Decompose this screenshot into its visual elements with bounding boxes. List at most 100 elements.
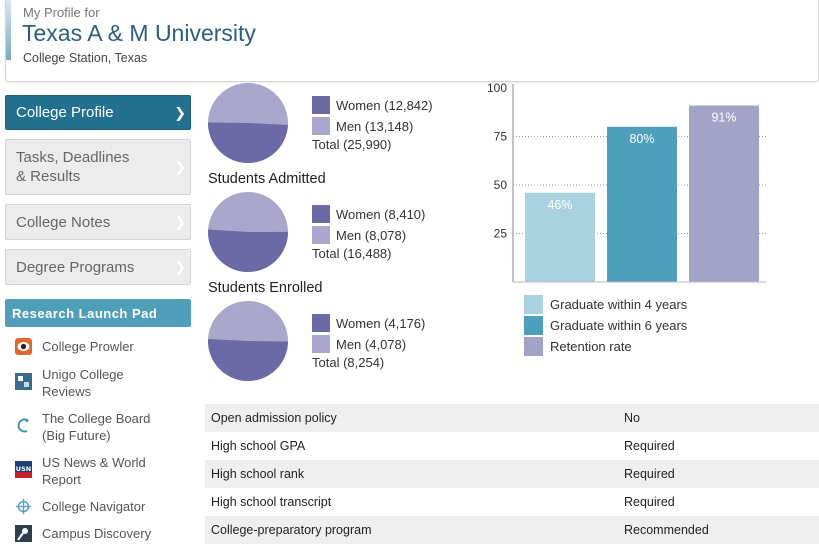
legend-retention-label: Retention rate	[550, 339, 632, 354]
chevron-right-icon: ❯	[174, 104, 186, 120]
link-college-prowler[interactable]: College Prowler	[15, 338, 195, 355]
swatch-women	[312, 96, 330, 114]
bar	[525, 192, 595, 282]
research-launch-pad-header: Research Launch Pad	[5, 299, 191, 327]
prowler-icon	[15, 338, 32, 355]
total-label: Total (8,254)	[312, 355, 385, 370]
chart-bars: 46% 80% 91%	[525, 105, 759, 283]
unigo-icon	[15, 373, 32, 390]
tab-tasks-deadlines-results[interactable]: Tasks, Deadlines & Results ❯	[5, 139, 191, 195]
tab-degree-programs[interactable]: Degree Programs ❯	[5, 249, 191, 285]
chart-y-ticks: 100 75 50 25	[487, 81, 507, 241]
resource-label: US News & World Report	[42, 455, 146, 487]
legend-grad4: Graduate within 4 years	[524, 295, 687, 314]
campus-discovery-icon	[15, 525, 32, 542]
swatch-women	[312, 205, 330, 223]
requirement-value: Recommended	[617, 516, 819, 544]
pie-slice-women	[208, 229, 288, 273]
legend-men: Men (8,078)	[312, 226, 406, 244]
swatch-grad6	[524, 316, 543, 335]
admission-requirements-table: Open admission policy No High school GPA…	[205, 404, 819, 544]
table-row: High school GPA Required	[205, 432, 819, 460]
bar	[607, 126, 677, 282]
graduation-retention-chart: 100 75 50 25 46% 80% 91%	[487, 81, 766, 283]
y-tick-label: 75	[494, 130, 508, 144]
resource-label: College Prowler	[42, 339, 134, 354]
tab-label: College Profile	[16, 104, 114, 121]
legend-women: Women (12,842)	[312, 96, 433, 114]
resource-label: College Navigator	[42, 499, 146, 514]
legend-women-label: Women (12,842)	[336, 97, 433, 113]
table-row: High school transcript Required	[205, 488, 819, 516]
table-row: Open admission policy No	[205, 404, 819, 432]
tab-college-notes[interactable]: College Notes ❯	[5, 204, 191, 240]
swatch-women	[312, 314, 330, 332]
requirement-label: College-preparatory program	[205, 516, 617, 544]
bar-value-label: 91%	[711, 110, 736, 124]
chevron-right-icon: ❯	[174, 213, 186, 230]
college-title: Texas A & M University	[22, 20, 256, 46]
navigator-icon	[15, 498, 32, 515]
requirement-label: High school transcript	[205, 488, 617, 516]
bar-value-label: 46%	[547, 198, 572, 212]
tab-label: College Notes	[16, 213, 111, 231]
students-enrolled-title: Students Enrolled	[208, 280, 323, 296]
resource-label: The College Board (Big Future)	[42, 411, 151, 443]
table-row: High school rank Required	[205, 460, 819, 488]
legend-grad4-label: Graduate within 4 years	[550, 297, 688, 312]
usnews-icon: USN	[15, 461, 32, 478]
swatch-grad4	[524, 295, 543, 314]
requirement-value: Required	[617, 460, 819, 488]
header-pre-title: My Profile for	[23, 5, 100, 20]
tab-label: Degree Programs	[16, 258, 135, 276]
legend-women: Women (4,176)	[312, 314, 425, 332]
swatch-men	[312, 226, 330, 244]
link-campus-discovery[interactable]: Campus Discovery	[15, 525, 195, 542]
swatch-men	[312, 117, 330, 135]
college-board-icon	[15, 417, 32, 434]
requirement-value: No	[617, 404, 819, 432]
svg-text:USN: USN	[16, 465, 31, 473]
legend-women-label: Women (4,176)	[336, 315, 426, 331]
pie-slice-women	[208, 122, 288, 164]
college-location: College Station, Texas	[23, 51, 148, 65]
legend-men-label: Men (8,078)	[336, 227, 407, 243]
requirement-label: High school GPA	[205, 432, 617, 460]
table-row: College-preparatory program Recommended	[205, 516, 819, 544]
legend-men-label: Men (4,078)	[336, 336, 407, 352]
pie-enrolled	[207, 301, 288, 382]
swatch-men	[312, 335, 330, 353]
legend-grad6: Graduate within 6 years	[524, 316, 687, 335]
link-college-navigator[interactable]: College Navigator	[15, 498, 195, 515]
legend-women-label: Women (8,410)	[336, 206, 426, 222]
link-us-news[interactable]: USN US News & World Report	[15, 454, 195, 488]
resource-label: Unigo College Reviews	[42, 367, 124, 399]
legend-men: Men (13,148)	[312, 117, 413, 135]
legend-men: Men (4,078)	[312, 335, 406, 353]
requirement-value: Required	[617, 432, 819, 460]
total-label: Total (25,990)	[312, 137, 392, 152]
pie-admitted	[208, 192, 288, 273]
tab-label: Tasks, Deadlines & Results	[16, 149, 130, 185]
y-tick-label: 50	[494, 178, 508, 192]
swatch-retention	[524, 337, 543, 356]
link-college-board[interactable]: The College Board (Big Future)	[15, 410, 195, 444]
link-unigo-reviews[interactable]: Unigo College Reviews	[15, 366, 195, 400]
legend-retention: Retention rate	[524, 337, 632, 356]
requirement-value: Required	[617, 488, 819, 516]
pie-slice-women	[207, 339, 288, 382]
chevron-right-icon: ❯	[174, 258, 186, 275]
legend-grad6-label: Graduate within 6 years	[550, 318, 688, 333]
header-accent-bar	[6, 0, 11, 60]
requirement-label: High school rank	[205, 460, 617, 488]
pie-applicants	[208, 83, 288, 164]
students-admitted-title: Students Admitted	[208, 171, 326, 187]
legend-women: Women (8,410)	[312, 205, 425, 223]
chevron-right-icon: ❯	[174, 158, 186, 175]
legend-men-label: Men (13,148)	[336, 118, 414, 134]
bar-value-label: 80%	[629, 132, 654, 146]
profile-header: My Profile for Texas A & M University Co…	[5, 0, 819, 82]
tab-college-profile[interactable]: College Profile ❯	[5, 95, 191, 130]
requirement-label: Open admission policy	[205, 404, 617, 432]
y-tick-label: 100	[487, 81, 507, 95]
